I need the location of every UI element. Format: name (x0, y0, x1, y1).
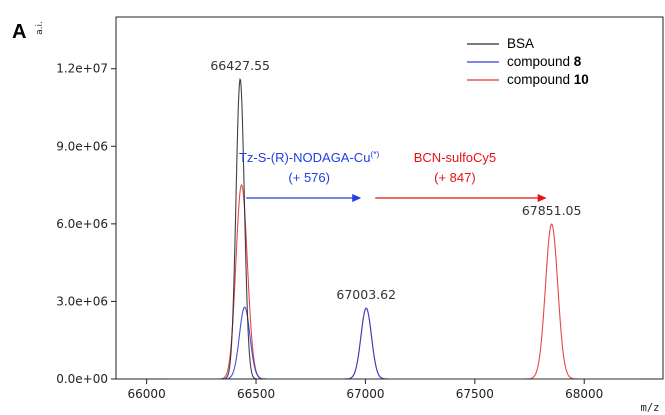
legend-name: compound (507, 54, 574, 69)
x-axis-label: m/z (641, 402, 660, 414)
peak-label: 67003.62 (336, 287, 396, 302)
series-line-bsa (168, 77, 639, 380)
y-tick-label: 0.0e+00 (56, 372, 108, 386)
annotation-superscript: (*) (370, 149, 379, 159)
legend-entry: compound 10 (507, 72, 589, 87)
y-tick-label: 3.0e+06 (56, 294, 108, 308)
annotation-label: BCN-sulfoCy5 (414, 150, 496, 165)
arrow-head (537, 194, 547, 202)
annotation-text: BCN-sulfoCy5 (414, 150, 496, 165)
x-tick-label: 66500 (237, 387, 275, 401)
panel-label: A (12, 21, 26, 43)
legend-entry: compound 8 (507, 54, 582, 69)
series-line-compound-8 (168, 306, 639, 380)
y-tick-label: 1.2e+07 (56, 62, 108, 76)
legend-entry: BSA (507, 36, 534, 51)
x-tick-label: 66000 (128, 387, 166, 401)
y-tick-label: 6.0e+06 (56, 217, 108, 231)
arrow-head (352, 194, 362, 202)
legend-name: BSA (507, 36, 534, 51)
y-tick-label: 9.0e+06 (56, 139, 108, 153)
legend-compound-number: 10 (574, 72, 589, 87)
legend-compound-number: 8 (574, 54, 582, 69)
annotation-text: Tz-S-(R)-NODAGA-Cu (239, 150, 370, 165)
x-tick-label: 67500 (456, 387, 494, 401)
legend-name: compound (507, 72, 574, 87)
peak-label: 67851.05 (522, 203, 582, 218)
x-tick-label: 68000 (565, 387, 603, 401)
annotation-delta: (+ 576) (288, 170, 330, 185)
annotation-label: Tz-S-(R)-NODAGA-Cu(*) (239, 149, 380, 165)
x-tick-label: 67000 (346, 387, 384, 401)
annotation-delta: (+ 847) (434, 170, 476, 185)
peak-label: 66427.55 (210, 58, 270, 73)
y-axis-label: a.i. (35, 21, 45, 35)
